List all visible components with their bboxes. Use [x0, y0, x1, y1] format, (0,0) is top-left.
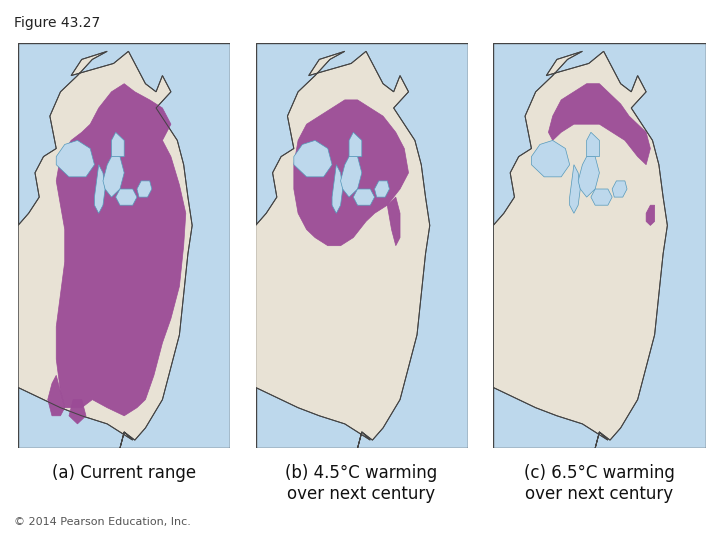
Polygon shape [646, 205, 654, 225]
Polygon shape [103, 157, 125, 197]
Polygon shape [531, 140, 570, 177]
Text: © 2014 Pearson Education, Inc.: © 2014 Pearson Education, Inc. [14, 516, 192, 526]
Polygon shape [349, 132, 361, 157]
Polygon shape [570, 165, 580, 213]
Polygon shape [332, 165, 343, 213]
Text: (c) 6.5°C warming
over next century: (c) 6.5°C warming over next century [523, 464, 675, 503]
Polygon shape [116, 189, 137, 205]
Polygon shape [56, 84, 186, 416]
Polygon shape [374, 181, 390, 197]
Polygon shape [56, 140, 94, 177]
Polygon shape [549, 84, 650, 165]
Polygon shape [69, 400, 86, 424]
Polygon shape [612, 181, 627, 197]
Polygon shape [294, 100, 408, 246]
Polygon shape [48, 375, 65, 416]
Polygon shape [354, 189, 374, 205]
Polygon shape [18, 51, 192, 448]
Polygon shape [578, 157, 600, 197]
Polygon shape [341, 157, 361, 197]
Text: (a) Current range: (a) Current range [52, 464, 196, 482]
Polygon shape [294, 140, 332, 177]
Polygon shape [591, 189, 612, 205]
Polygon shape [94, 165, 105, 213]
Text: (b) 4.5°C warming
over next century: (b) 4.5°C warming over next century [285, 464, 438, 503]
Polygon shape [493, 51, 667, 448]
Polygon shape [112, 132, 125, 157]
Polygon shape [137, 181, 152, 197]
Text: Figure 43.27: Figure 43.27 [14, 16, 101, 30]
Polygon shape [387, 197, 400, 246]
Polygon shape [256, 51, 430, 448]
Polygon shape [587, 132, 600, 157]
